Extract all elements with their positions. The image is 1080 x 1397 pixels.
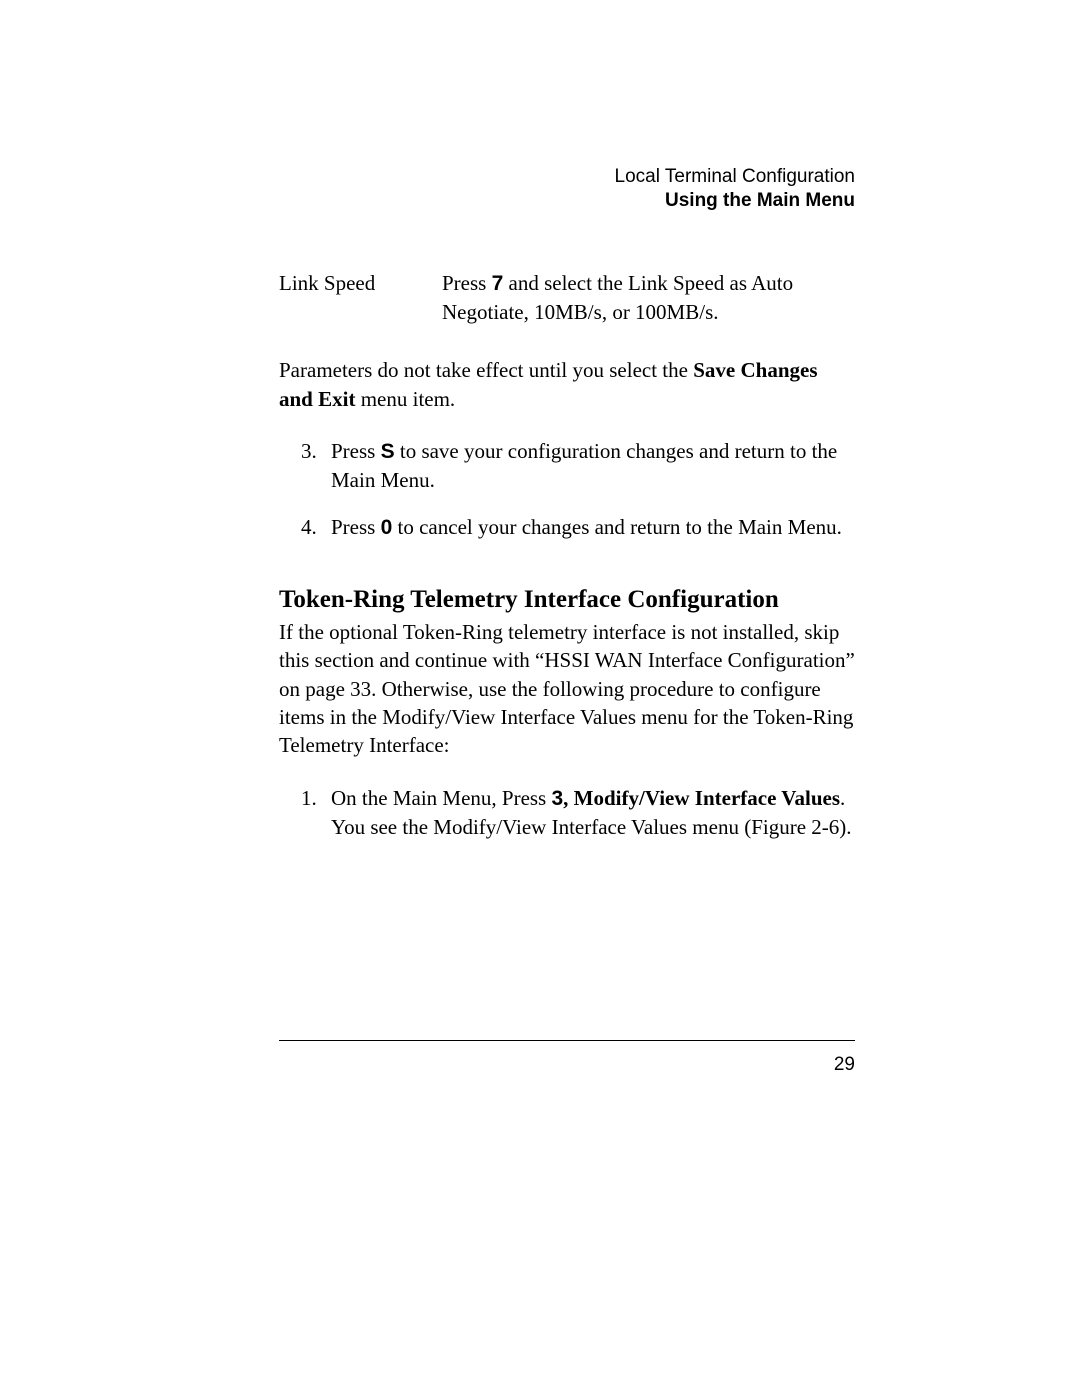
key-s: S <box>381 440 395 463</box>
ordered-list: 1. On the Main Menu, Press 3, Modify/Vie… <box>279 784 855 842</box>
list-text: Press 0 to cancel your changes and retur… <box>331 513 855 542</box>
text: menu item. <box>355 387 455 411</box>
key-3: 3 <box>551 787 563 810</box>
list-text: Press S to save your configuration chang… <box>331 437 855 495</box>
section-heading: Token-Ring Telemetry Interface Configura… <box>279 586 855 614</box>
page-number: 29 <box>834 1054 855 1076</box>
ordered-list: 3. Press S to save your configuration ch… <box>279 437 855 542</box>
running-header: Local Terminal Configuration Using the M… <box>279 165 855 213</box>
text: Press <box>331 439 381 463</box>
list-item: 3. Press S to save your configuration ch… <box>279 437 855 495</box>
content-area: Local Terminal Configuration Using the M… <box>279 165 855 881</box>
list-number: 1. <box>301 784 331 842</box>
header-section: Using the Main Menu <box>279 189 855 213</box>
page: Local Terminal Configuration Using the M… <box>0 0 1080 1397</box>
paragraph: If the optional Token-Ring telemetry int… <box>279 618 855 760</box>
text: On the Main Menu, Press <box>331 786 551 810</box>
paragraph: Parameters do not take effect until you … <box>279 356 855 413</box>
definition-row: Link Speed Press 7 and select the Link S… <box>279 269 855 327</box>
header-chapter: Local Terminal Configuration <box>279 165 855 189</box>
definition-description: Press 7 and select the Link Speed as Aut… <box>442 269 855 327</box>
bold-text: , Modify/View Interface Values <box>563 786 840 810</box>
text: Parameters do not take effect until you … <box>279 358 693 382</box>
text: Press <box>442 271 492 295</box>
text: to save your configuration changes and r… <box>331 439 837 492</box>
definition-term: Link Speed <box>279 269 442 327</box>
key-7: 7 <box>492 272 504 295</box>
list-item: 4. Press 0 to cancel your changes and re… <box>279 513 855 542</box>
list-item: 1. On the Main Menu, Press 3, Modify/Vie… <box>279 784 855 842</box>
key-0: 0 <box>381 516 393 539</box>
list-number: 3. <box>301 437 331 495</box>
text: Press <box>331 515 381 539</box>
footer-rule <box>279 1040 855 1041</box>
text: to cancel your changes and return to the… <box>392 515 842 539</box>
list-text: On the Main Menu, Press 3, Modify/View I… <box>331 784 855 842</box>
list-number: 4. <box>301 513 331 542</box>
